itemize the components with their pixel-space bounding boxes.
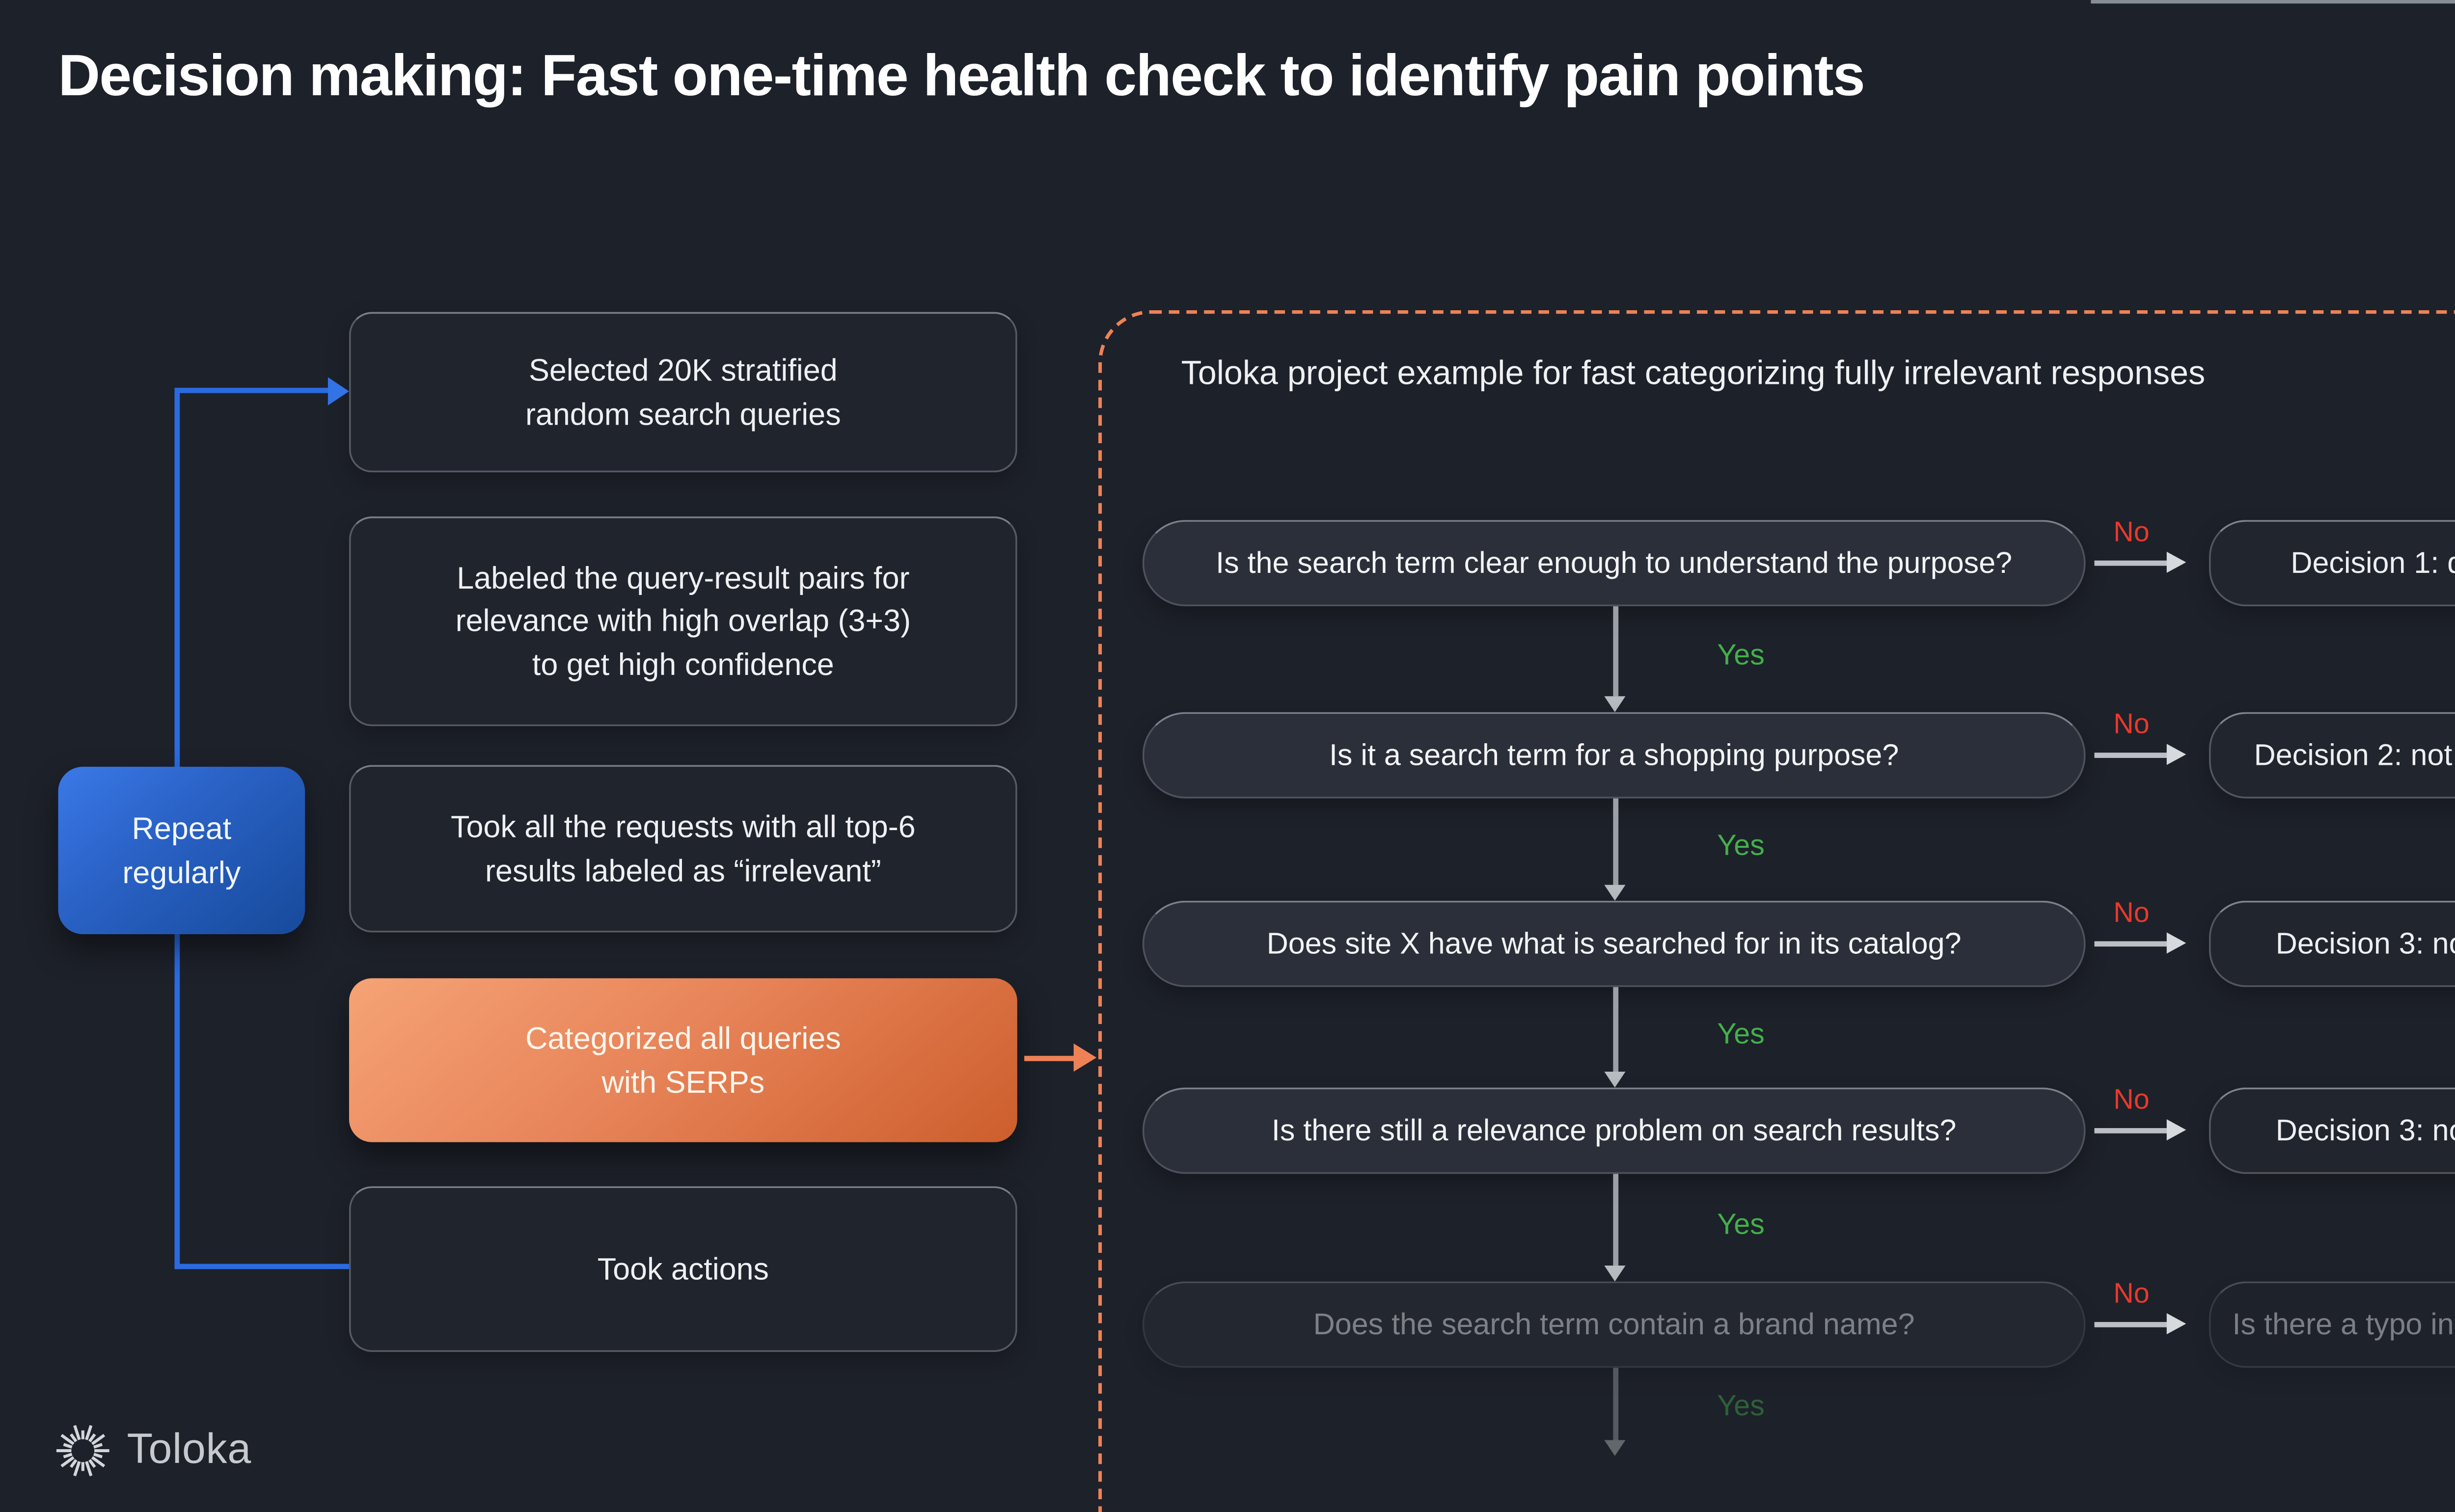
yes-arrow-line-3 bbox=[1613, 987, 1618, 1072]
page-title: Decision making: Fast one-time health ch… bbox=[58, 42, 1865, 108]
yes-arrow-line-1 bbox=[1613, 606, 1618, 697]
toloka-logo-text: Toloka bbox=[127, 1426, 251, 1474]
yes-arrowhead-icon-1 bbox=[1603, 696, 1625, 712]
repeat-loop-line-bottom bbox=[174, 1264, 349, 1269]
question-pill-1: Is the search term clear enough to under… bbox=[1142, 520, 2086, 607]
toloka-starburst-icon bbox=[56, 1425, 109, 1477]
yes-label-2: Yes bbox=[1717, 830, 1765, 862]
process-step-2: Labeled the query-result pairs for relev… bbox=[349, 516, 1017, 727]
no-arrowhead-icon-3 bbox=[2166, 932, 2186, 954]
no-label-2: No bbox=[2113, 710, 2150, 741]
no-arrowhead-icon-2 bbox=[2166, 744, 2186, 765]
process-step-4: Categorized all queries with SERPs bbox=[349, 978, 1017, 1142]
question-pill-4: Is there still a relevance problem on se… bbox=[1142, 1087, 2086, 1174]
yes-arrow-line-2 bbox=[1613, 798, 1618, 885]
yes-label-5: Yes bbox=[1717, 1390, 1765, 1423]
toloka-logo: Toloka bbox=[53, 1421, 251, 1481]
no-arrowhead-icon-4 bbox=[2166, 1119, 2186, 1141]
serp-to-panel-arrowhead-icon bbox=[1073, 1043, 1097, 1072]
decision-box-4: Decision 3: no product group bbox=[2209, 1087, 2455, 1174]
repeat-regularly-badge: Repeat regularly bbox=[58, 766, 305, 934]
top-edge-line bbox=[2091, 0, 2455, 4]
no-arrowhead-icon-1 bbox=[2166, 551, 2186, 573]
project-example-panel-title: Toloka project example for fast categori… bbox=[1181, 356, 2206, 393]
serp-to-panel-arrow-line bbox=[1024, 1055, 1076, 1061]
yes-arrowhead-icon-5 bbox=[1603, 1440, 1625, 1456]
no-label-5: No bbox=[2113, 1279, 2150, 1310]
yes-arrowhead-icon-4 bbox=[1603, 1266, 1625, 1282]
yes-arrowhead-icon-3 bbox=[1603, 1072, 1625, 1088]
process-step-5: Took actions bbox=[349, 1186, 1017, 1352]
no-arrow-line-5 bbox=[2094, 1322, 2169, 1326]
decision-box-5: Is there a typo in the search query? bbox=[2209, 1281, 2455, 1368]
no-arrow-line-2 bbox=[2094, 753, 2169, 757]
project-example-panel-border bbox=[1098, 310, 2455, 1512]
yes-label-4: Yes bbox=[1717, 1209, 1765, 1241]
yes-arrowhead-icon-2 bbox=[1603, 885, 1625, 901]
yes-label-1: Yes bbox=[1717, 640, 1765, 672]
no-arrow-line-3 bbox=[2094, 941, 2169, 946]
yes-label-3: Yes bbox=[1717, 1019, 1765, 1051]
no-arrow-line-1 bbox=[2094, 560, 2169, 565]
repeat-loop-line-top bbox=[174, 387, 330, 393]
no-arrowhead-icon-5 bbox=[2166, 1313, 2186, 1335]
question-pill-5: Does the search term contain a brand nam… bbox=[1142, 1281, 2086, 1368]
question-pill-3: Does site X have what is searched for in… bbox=[1142, 900, 2086, 987]
process-step-3: Took all the requests with all top-6 res… bbox=[349, 765, 1017, 933]
decision-box-3: Decision 3: no product group bbox=[2209, 900, 2455, 987]
decision-box-1: Decision 1: dummy search bbox=[2209, 520, 2455, 607]
no-label-1: No bbox=[2113, 518, 2150, 548]
decision-box-2: Decision 2: not shopping search bbox=[2209, 712, 2455, 799]
no-arrow-line-4 bbox=[2094, 1128, 2169, 1133]
no-label-4: No bbox=[2113, 1085, 2150, 1116]
process-step-1: Selected 20K stratified random search qu… bbox=[349, 312, 1017, 473]
no-label-3: No bbox=[2113, 899, 2150, 929]
repeat-loop-arrowhead-icon bbox=[327, 376, 349, 405]
question-pill-2: Is it a search term for a shopping purpo… bbox=[1142, 712, 2086, 799]
yes-arrow-line-4 bbox=[1613, 1174, 1618, 1266]
yes-arrow-line-5 bbox=[1613, 1368, 1618, 1440]
